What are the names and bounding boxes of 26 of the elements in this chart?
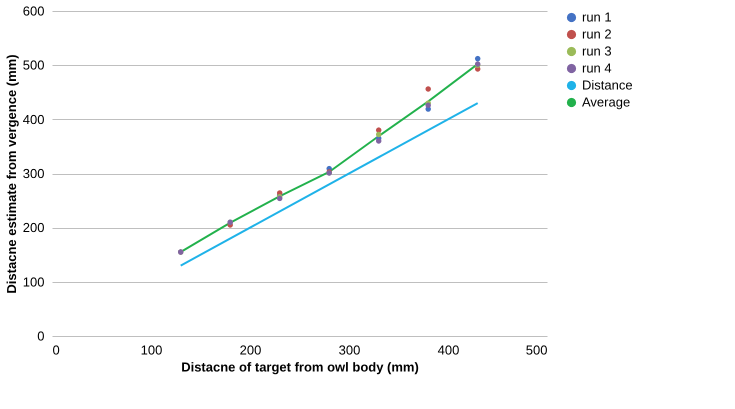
x-tick-label: 200 <box>240 342 262 358</box>
y-tick-label: 400 <box>22 112 44 127</box>
point <box>376 138 382 144</box>
y-tick-label: 500 <box>22 58 44 73</box>
y-tick-label: 300 <box>22 166 44 181</box>
point <box>425 86 431 92</box>
y-tick-label: 200 <box>22 220 44 236</box>
x-tick-label: 400 <box>438 342 460 358</box>
y-tick-label: 100 <box>22 274 44 290</box>
point <box>425 102 431 108</box>
y-axis-title: Distacne estimate from vergence (mm) <box>4 54 19 294</box>
legend-label: Average <box>582 94 630 110</box>
legend-label: run 1 <box>582 10 612 24</box>
x-tick-label: 300 <box>338 342 360 358</box>
y-tick-label: 600 <box>22 4 44 18</box>
legend-label: run 4 <box>582 60 612 76</box>
x-tick-label: 500 <box>526 342 548 358</box>
legend-label: run 2 <box>582 26 612 42</box>
legend-label: Distance <box>582 78 633 92</box>
legend-label: run 3 <box>582 44 612 58</box>
point <box>474 56 480 62</box>
y-tick-label: 0 <box>37 328 44 344</box>
point <box>376 132 382 138</box>
x-tick-label: 100 <box>140 342 162 358</box>
x-tick-label: 0 <box>52 342 60 358</box>
x-axis-title: Distacne of target from owl body (mm) <box>181 360 419 374</box>
